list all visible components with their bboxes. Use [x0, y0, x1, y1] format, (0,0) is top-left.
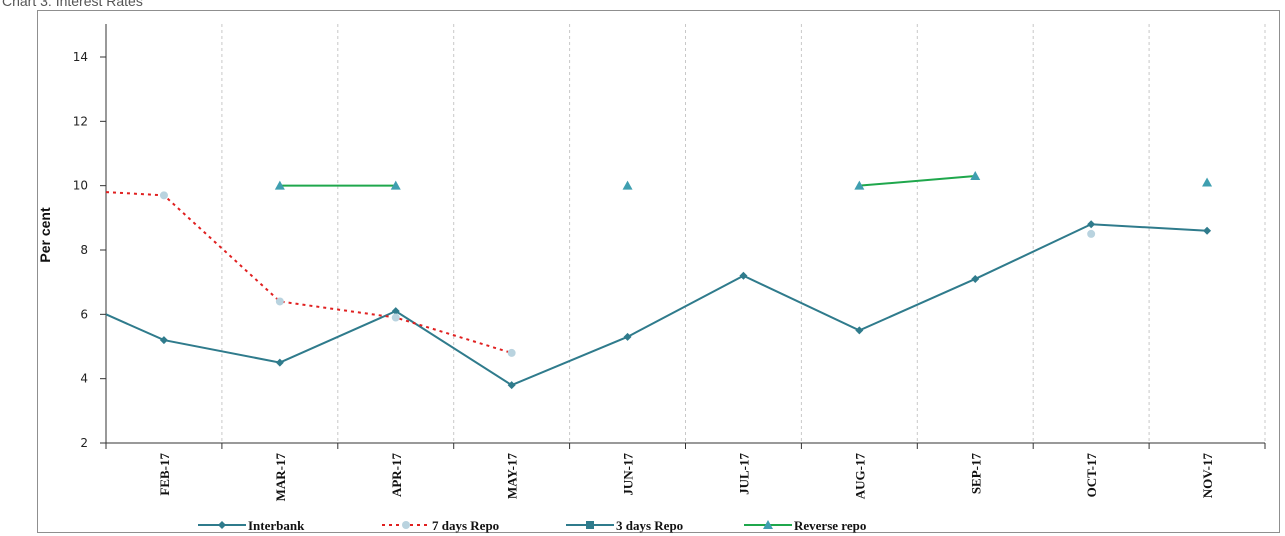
x-tick-label: MAY-17	[505, 453, 520, 499]
x-tick-label: FEB-17	[157, 453, 172, 496]
series	[105, 171, 1213, 390]
legend-marker	[586, 521, 594, 529]
legend-item-interbank: Interbank	[198, 518, 305, 533]
legend-label: 7 days Repo	[432, 518, 499, 533]
data-point-interbank	[391, 307, 400, 316]
series-line-reverse-repo	[859, 175, 976, 187]
series-interbank	[105, 220, 1212, 390]
data-point-7-days-repo	[507, 348, 516, 357]
chart-frame	[37, 10, 1280, 533]
data-point-reverse-repo	[970, 171, 981, 181]
data-point-reverse-repo	[854, 180, 865, 190]
y-tick-label: 10	[73, 179, 88, 193]
y-tick-label: 14	[73, 50, 88, 64]
x-tick-label: JUL-17	[736, 453, 751, 495]
data-point-reverse-repo	[274, 180, 285, 190]
data-point-7-days-repo	[275, 297, 284, 306]
series-line-interbank	[105, 223, 1208, 387]
y-tick-label: 4	[80, 372, 88, 386]
y-tick-label: 2	[80, 436, 88, 450]
series-reverse-repo	[274, 171, 1213, 190]
x-tick-label: APR-17	[389, 453, 404, 498]
y-axis-title: Per cent	[37, 207, 53, 263]
chart-header: Chart 3: Interest Rates	[2, 0, 143, 9]
x-tick-label: JUN-17	[621, 453, 636, 496]
series-line-7-days-repo	[105, 191, 512, 354]
legend-item-reverse-repo: Reverse repo	[744, 518, 866, 533]
data-point-reverse-repo	[390, 180, 401, 190]
data-point-reverse-repo	[1202, 177, 1213, 187]
data-point-7-days-repo	[1087, 229, 1096, 238]
y-tick-label: 6	[80, 307, 88, 321]
x-tick-label: NOV-17	[1200, 453, 1215, 499]
x-tick-label: AUG-17	[852, 453, 867, 500]
legend-label: Reverse repo	[794, 518, 866, 533]
data-point-interbank	[159, 336, 168, 345]
data-point-interbank	[623, 332, 632, 341]
y-ticks: 2 4 6 8 10 12 14	[73, 50, 106, 450]
x-tick-label: OCT-17	[1084, 453, 1099, 498]
legend-label: Interbank	[248, 518, 305, 533]
data-point-interbank	[739, 271, 748, 280]
data-point-interbank	[1087, 220, 1096, 229]
data-point-interbank	[971, 274, 980, 283]
x-tick-label: SEP-17	[968, 453, 983, 495]
data-point-7-days-repo	[391, 313, 400, 322]
legend-item-3-days-repo: 3 days Repo	[566, 518, 683, 533]
x-tick-label: MAR-17	[273, 453, 288, 502]
data-point-interbank	[1203, 226, 1212, 235]
legend-marker	[402, 521, 410, 529]
legend-item-7-days-repo: 7 days Repo	[382, 518, 499, 533]
legend-marker	[763, 520, 773, 529]
series-7-days-repo	[105, 191, 1096, 357]
legend-label: 3 days Repo	[616, 518, 683, 533]
data-point-interbank	[507, 381, 516, 390]
gridlines	[221, 24, 1266, 443]
y-tick-label: 8	[80, 243, 88, 257]
data-point-reverse-repo	[622, 180, 633, 190]
legend: Interbank 7 days Repo 3 days Repo Reverse r…	[198, 518, 866, 533]
legend-marker	[218, 521, 226, 529]
data-point-interbank	[855, 326, 864, 335]
data-point-interbank	[275, 358, 284, 367]
y-tick-label: 12	[73, 114, 88, 128]
x-ticks: FEB-17 MAR-17 APR-17 MAY-17 JUN-17 JUL-17 AUG-…	[105, 443, 1266, 502]
data-point-7-days-repo	[159, 191, 168, 200]
